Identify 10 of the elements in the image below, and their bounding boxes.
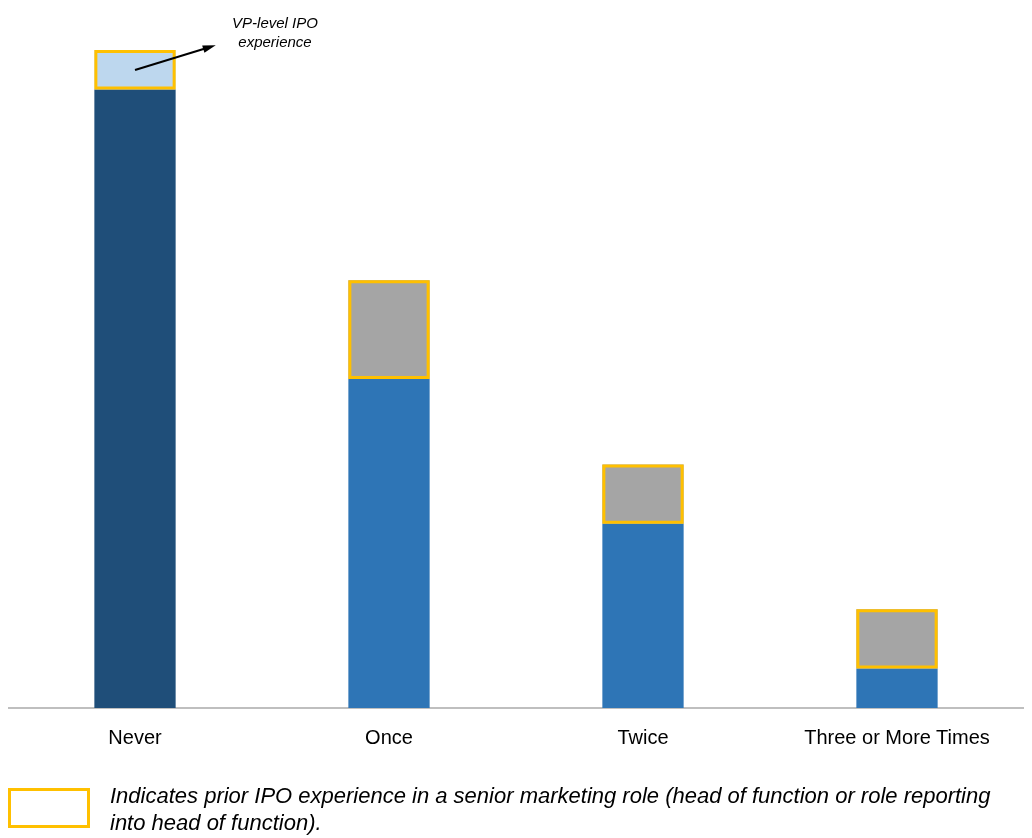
bar (602, 523, 684, 708)
x-tick-label: Three or More Times (804, 725, 990, 748)
x-tick-label: Once (365, 725, 413, 748)
x-tick-label: Never (108, 725, 163, 748)
annotation: VP-level IPO experience (232, 14, 319, 50)
text: Indicates prior IPO experience in a senior marketing role (head of function or role reporting into head of function). (110, 782, 992, 836)
bar (856, 668, 938, 708)
x-tick-label: Twice (617, 725, 669, 748)
bar (94, 89, 176, 708)
bar (348, 379, 430, 708)
